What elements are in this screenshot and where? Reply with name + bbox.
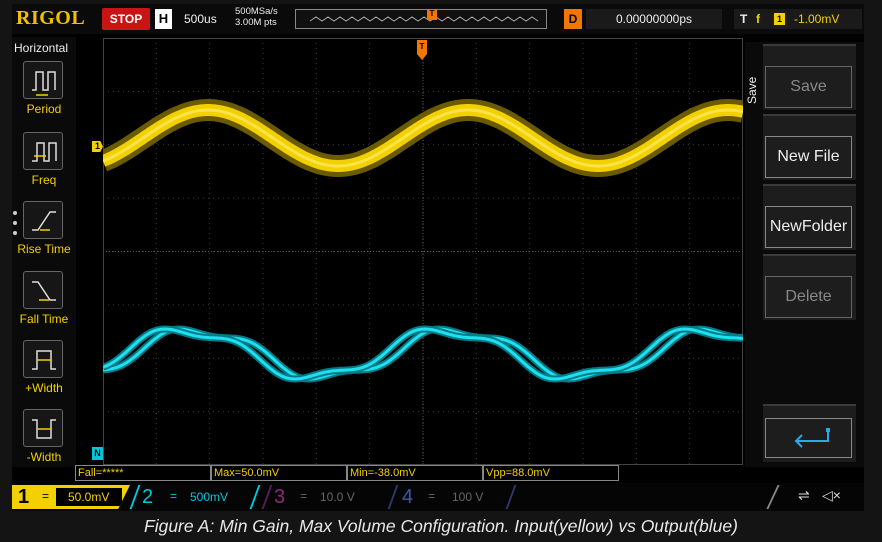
ch1-scale-box bbox=[56, 488, 122, 506]
status-divider bbox=[766, 485, 780, 509]
dc-coupling-icon: = bbox=[42, 489, 50, 503]
ch2-divider bbox=[249, 485, 261, 509]
ch3-status[interactable]: 3 = 10.0 V bbox=[261, 485, 388, 509]
measure-fall-time-button[interactable]: Fall Time bbox=[12, 271, 76, 339]
usb-icon: ⇌ bbox=[798, 487, 810, 503]
dc-coupling-icon: = bbox=[428, 489, 436, 503]
ch2-divider bbox=[129, 485, 141, 509]
trigger-level-value: -1.00mV bbox=[794, 12, 840, 26]
memory-depth: 3.00M pts bbox=[235, 17, 277, 28]
ch1-number: 1 bbox=[18, 486, 30, 508]
figure-caption: Figure A: Min Gain, Max Volume Configura… bbox=[144, 516, 738, 536]
ch4-divider bbox=[505, 485, 517, 509]
falling-edge-icon: f bbox=[756, 12, 760, 26]
measure-freq-button[interactable]: Freq bbox=[12, 132, 76, 200]
ch2-waveform bbox=[103, 327, 743, 381]
oscilloscope-screen: RIGOL STOP H 500us 500MSa/s 3.00M pts T … bbox=[12, 4, 864, 511]
measurement-fall[interactable]: Fall=***** bbox=[75, 465, 211, 481]
measurement-min[interactable]: Min=-38.0mV bbox=[347, 465, 483, 481]
ch4-number: 4 bbox=[402, 486, 414, 508]
measurement-max[interactable]: Max=50.0mV bbox=[211, 465, 347, 481]
horizontal-measure-panel: Horizontal Period Freq Rise Time Fall Ti… bbox=[12, 37, 76, 467]
positive-width-icon bbox=[23, 340, 63, 378]
measure-label: Fall Time bbox=[19, 312, 69, 326]
ch3-scale: 10.0 V bbox=[320, 490, 355, 504]
measure-period-button[interactable]: Period bbox=[12, 61, 76, 129]
delete-button-label: Delete bbox=[765, 276, 852, 318]
ch1-status[interactable]: 1 = 50.0mV bbox=[12, 485, 130, 509]
graticule bbox=[103, 38, 743, 465]
timebase-value: 500us bbox=[184, 12, 217, 26]
ch2-offset-marker[interactable]: N bbox=[92, 447, 103, 460]
trigger-position-marker-top[interactable]: T bbox=[427, 9, 437, 20]
measurement-bar: Fall=***** Max=50.0mV Min=-38.0mV Vpp=88… bbox=[75, 465, 635, 481]
memory-waveform-bar: T bbox=[295, 9, 547, 29]
measure-label: Rise Time bbox=[17, 242, 71, 256]
ch1-offset-marker[interactable]: 1 bbox=[92, 141, 103, 152]
trigger-type-label: T bbox=[740, 12, 748, 26]
frequency-icon bbox=[23, 132, 63, 170]
ch3-divider bbox=[261, 485, 273, 509]
trigger-source-badge: 1 bbox=[774, 13, 785, 25]
measure-rise-time-button[interactable]: Rise Time bbox=[12, 201, 76, 269]
trigger-position-marker[interactable]: T bbox=[417, 40, 427, 60]
ch1-waveform-core bbox=[103, 108, 743, 168]
top-status-bar: RIGOL STOP H 500us 500MSa/s 3.00M pts T … bbox=[12, 4, 864, 34]
horizontal-delay-value: 0.00000000ps bbox=[586, 9, 722, 29]
new-folder-button-label: NewFolder bbox=[765, 206, 852, 248]
panel-title: Horizontal bbox=[14, 41, 69, 55]
delay-badge[interactable]: D bbox=[564, 9, 582, 29]
enter-button[interactable] bbox=[763, 404, 856, 462]
trigger-position-marker-label: T bbox=[419, 42, 425, 51]
rise-time-icon bbox=[23, 201, 63, 239]
ch1-scale: 50.0mV bbox=[68, 490, 110, 504]
ch2-number: 2 bbox=[142, 486, 154, 508]
negative-width-icon bbox=[23, 409, 63, 447]
waveform-display[interactable] bbox=[103, 38, 743, 465]
brand-logo: RIGOL bbox=[16, 7, 86, 29]
ch3-number: 3 bbox=[274, 486, 286, 508]
new-file-button[interactable]: New File bbox=[763, 114, 856, 180]
save-button[interactable]: Save bbox=[763, 44, 856, 110]
measure-label: -Width bbox=[26, 450, 62, 464]
period-icon bbox=[23, 61, 63, 99]
fall-time-icon bbox=[23, 271, 63, 309]
enter-icon bbox=[765, 418, 852, 458]
ch4-divider bbox=[387, 485, 399, 509]
measure-label: Freq bbox=[31, 173, 57, 187]
dc-coupling-icon: = bbox=[300, 489, 308, 503]
menu-title: Save bbox=[745, 76, 759, 104]
graticule-border bbox=[103, 38, 743, 465]
delete-button[interactable]: Delete bbox=[763, 254, 856, 320]
ch1-marker-label: 1 bbox=[94, 141, 100, 151]
measurement-vpp[interactable]: Vpp=88.0mV bbox=[483, 465, 619, 481]
measure-negative-width-button[interactable]: -Width bbox=[12, 409, 76, 477]
memory-preview-icon bbox=[309, 16, 539, 22]
sound-muted-icon[interactable]: ◁× bbox=[822, 487, 841, 503]
save-menu-panel: Save Save New File NewFolder Delete bbox=[745, 42, 864, 467]
trigger-marker-label: T bbox=[429, 9, 435, 18]
save-button-label: Save bbox=[765, 66, 852, 108]
run-stop-badge[interactable]: STOP bbox=[102, 8, 150, 30]
dc-coupling-icon: = bbox=[170, 489, 178, 503]
new-file-button-label: New File bbox=[765, 136, 852, 178]
horizontal-badge[interactable]: H bbox=[155, 9, 172, 29]
sample-rate: 500MSa/s bbox=[235, 6, 278, 17]
trigger-status[interactable]: T f 1 -1.00mV bbox=[734, 9, 862, 29]
ch2-status[interactable]: 2 = 500mV bbox=[129, 485, 261, 509]
ch2-marker-label: N bbox=[94, 448, 101, 458]
ch4-scale: 100 V bbox=[452, 490, 484, 504]
channel-status-bar: 1 = 50.0mV 2 = 500mV 3 = 10.0 V 4 = 100 … bbox=[12, 483, 864, 511]
ch2-scale: 500mV bbox=[190, 490, 229, 504]
ch4-status[interactable]: 4 = 100 V bbox=[387, 485, 517, 509]
measure-label: Period bbox=[26, 102, 62, 116]
acquisition-info: 500MSa/s 3.00M pts bbox=[235, 6, 278, 28]
new-folder-button[interactable]: NewFolder bbox=[763, 184, 856, 250]
measure-positive-width-button[interactable]: +Width bbox=[12, 340, 76, 408]
measure-label: +Width bbox=[25, 381, 63, 395]
page-indicator bbox=[13, 211, 17, 241]
